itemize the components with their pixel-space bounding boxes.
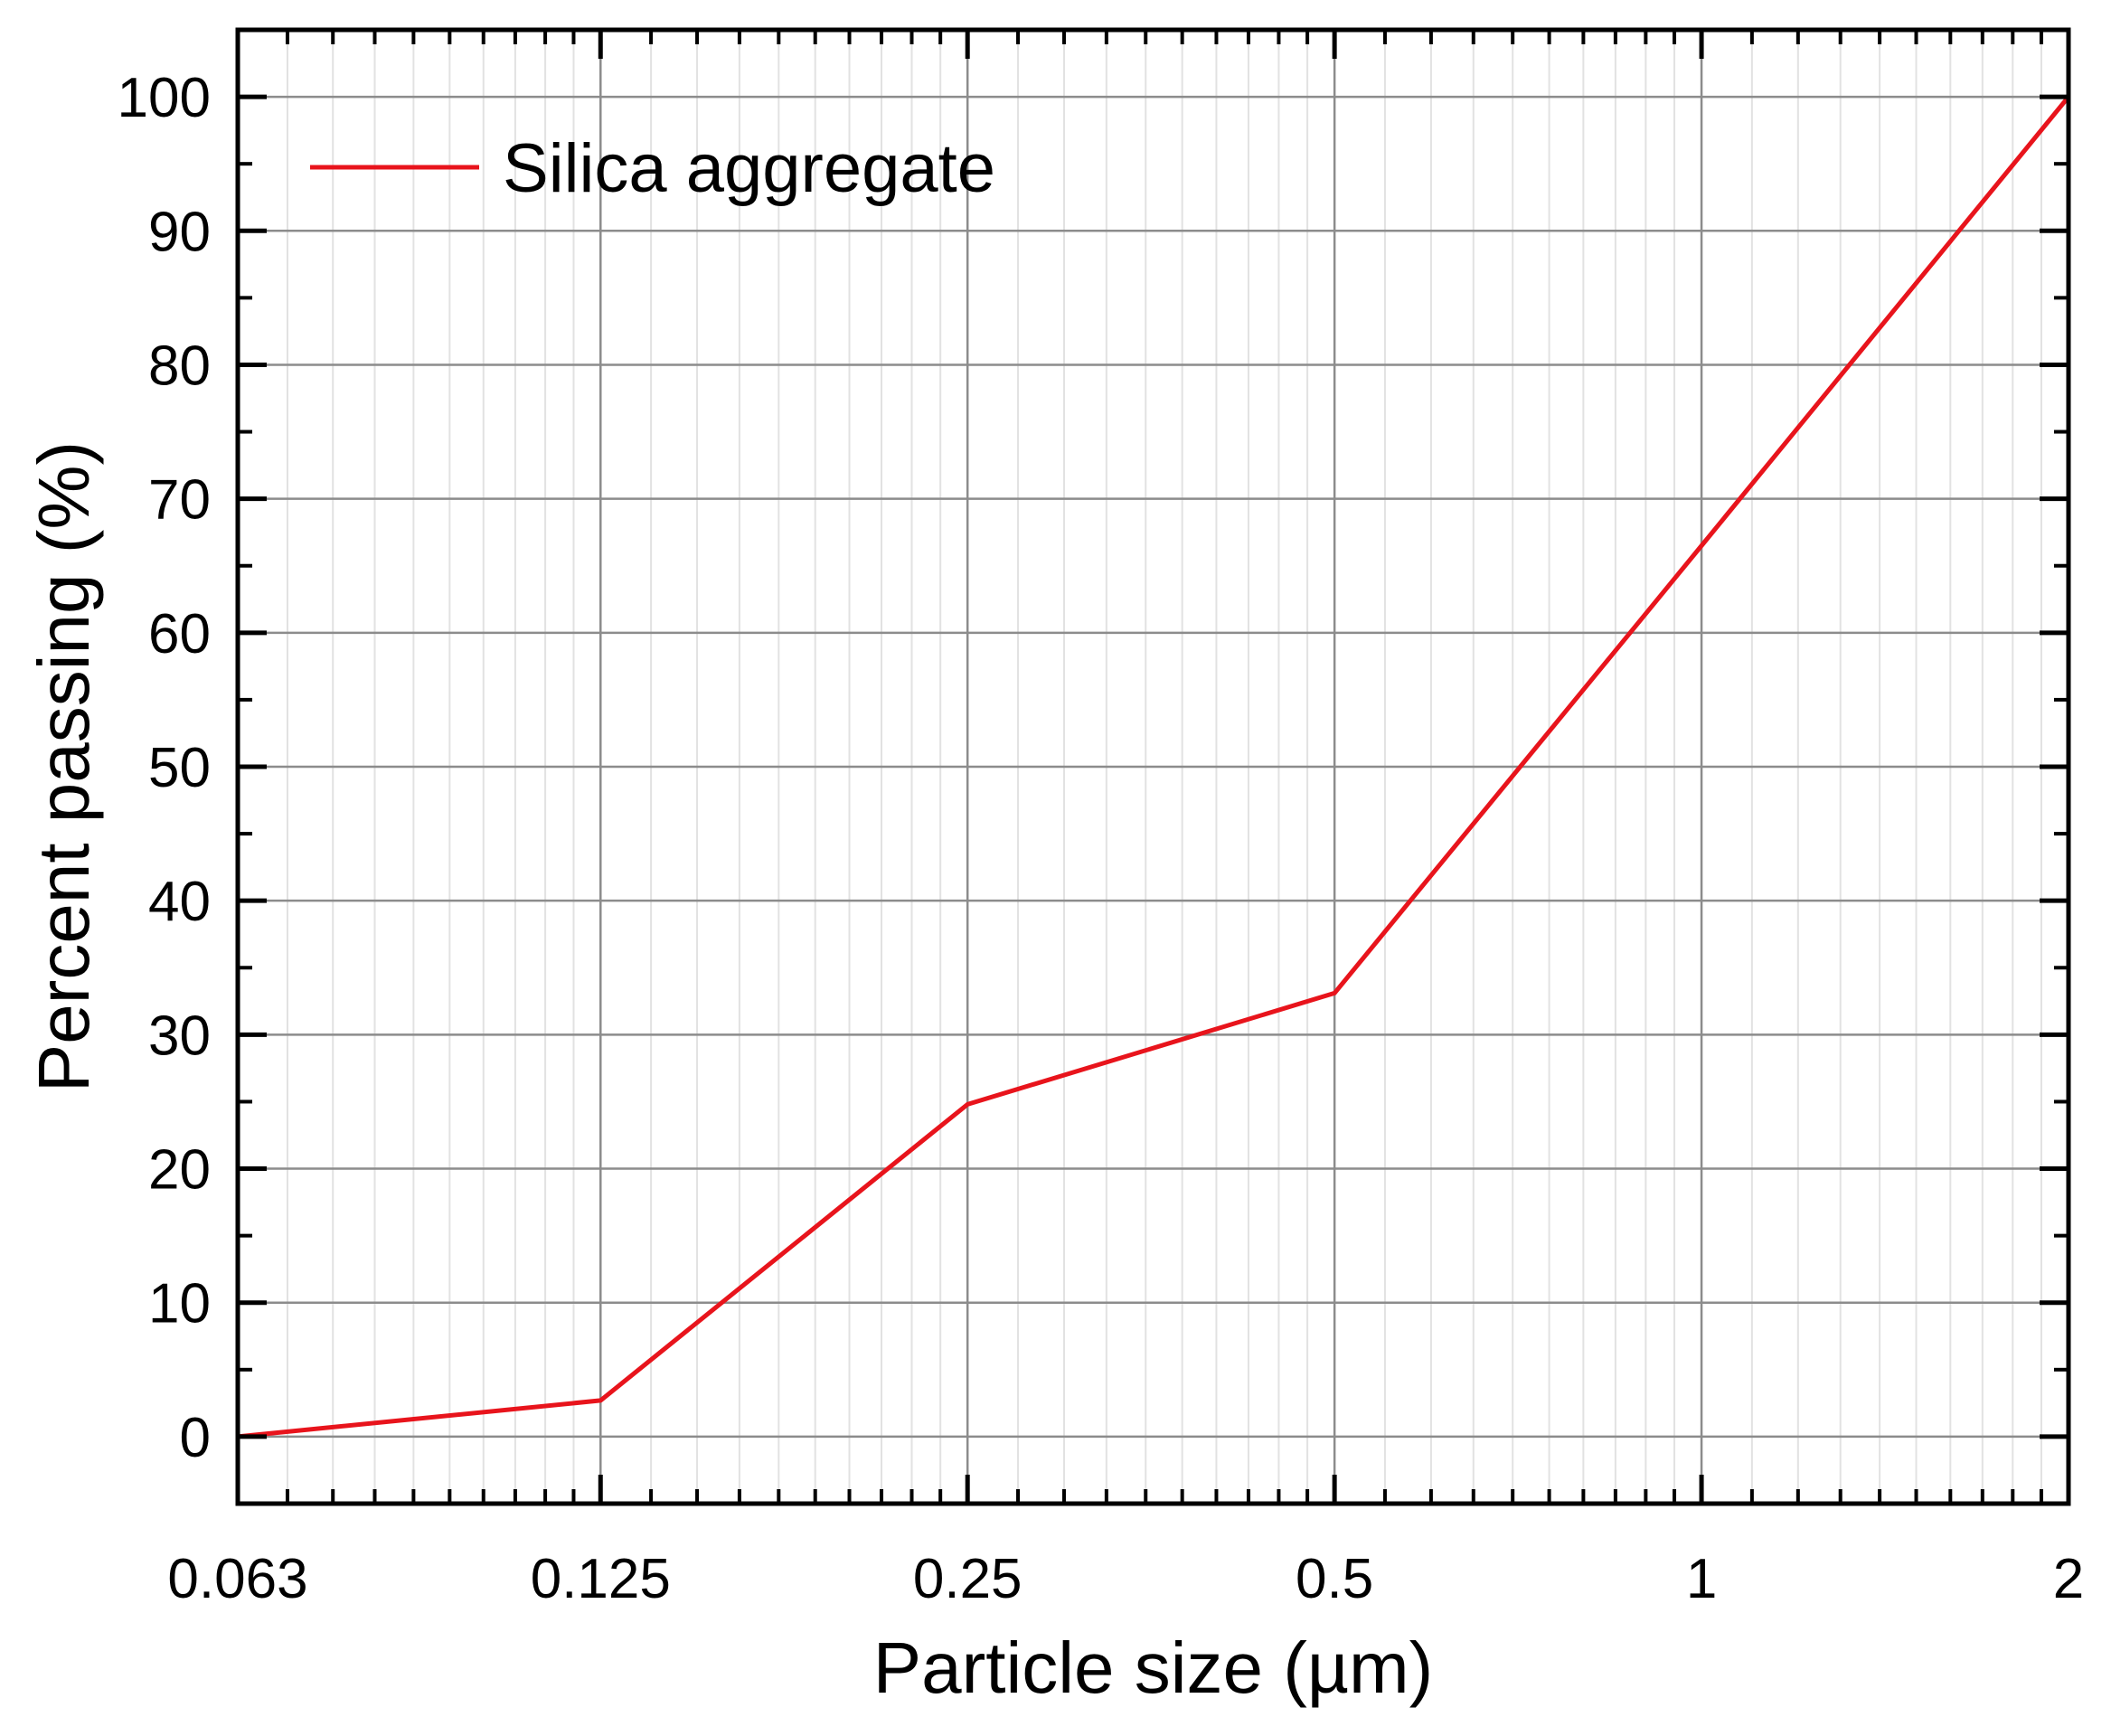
- x-tick-label: 0.5: [1296, 1548, 1373, 1610]
- axis-ticks: [235, 28, 2071, 1505]
- y-tick-label: 60: [148, 603, 211, 665]
- x-tick-labels: 0.063 0.125 0.25 0.5 1 2: [167, 1548, 2084, 1610]
- legend-label-silica-aggregate: Silica aggregate: [503, 130, 995, 207]
- x-tick-label: 0.063: [167, 1548, 307, 1610]
- legend: Silica aggregate: [310, 130, 995, 207]
- y-tick-labels: 0 10 20 30 40 50 60 70 80 90 100: [118, 67, 211, 1469]
- y-tick-label: 40: [148, 871, 211, 933]
- y-tick-label: 30: [148, 1005, 211, 1067]
- y-tick-label: 10: [148, 1273, 211, 1335]
- y-tick-label: 0: [180, 1407, 211, 1469]
- major-grid: [236, 30, 2070, 1504]
- y-tick-label: 50: [148, 737, 211, 799]
- series-line-0: [235, 94, 2071, 1439]
- x-tick-label: 1: [1686, 1548, 1717, 1610]
- y-tick-label: 80: [148, 335, 211, 397]
- x-tick-label: 0.125: [531, 1548, 671, 1610]
- y-tick-label: 20: [148, 1139, 211, 1202]
- x-tick-label: 2: [2053, 1548, 2084, 1610]
- y-axis-title: Percent passing (%): [24, 441, 104, 1092]
- y-tick-label: 70: [148, 469, 211, 532]
- y-tick-label: 90: [148, 201, 211, 263]
- x-tick-label: 0.25: [913, 1548, 1023, 1610]
- x-axis-title: Particle size (µm): [873, 1628, 1434, 1708]
- y-tick-label: 100: [118, 67, 211, 129]
